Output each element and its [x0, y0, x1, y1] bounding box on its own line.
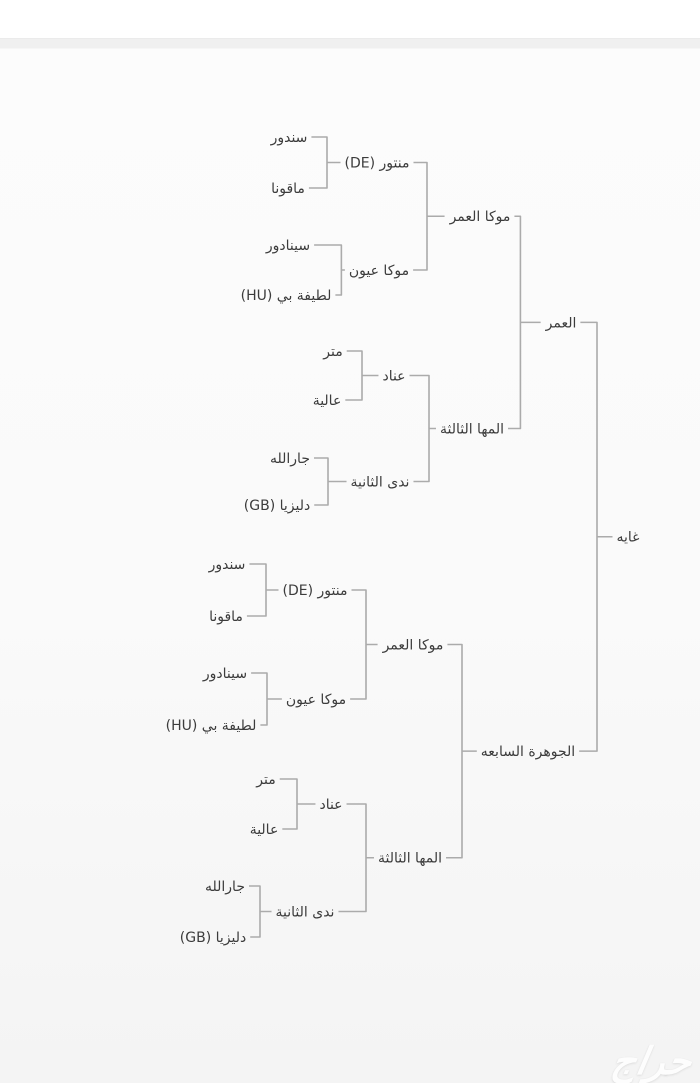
pedigree-node-label: الجوهرة السابعه — [481, 744, 575, 760]
pedigree-connector — [350, 589, 378, 700]
pedigree-connector — [446, 643, 477, 859]
pedigree-node-label: ندى الثانية — [351, 474, 410, 490]
pedigree-node-label: موكا العمر — [382, 637, 444, 653]
pedigree-node-label: المها الثالثة — [440, 421, 504, 437]
pedigree-node-label: سينادور — [265, 238, 310, 254]
pedigree-node-label: متر — [255, 772, 275, 788]
pedigree-connector — [345, 350, 379, 401]
pedigree-connector — [251, 672, 282, 726]
pedigree-node-label: ماقونا — [271, 181, 305, 197]
pedigree-node-label: جارالله — [205, 879, 245, 895]
pedigree-node-label: منتور (DE) — [283, 583, 348, 599]
pedigree-connector — [413, 161, 445, 271]
pedigree-node-label: عالية — [250, 822, 279, 838]
pedigree-node-label: متر — [322, 344, 342, 360]
haraj-watermark: حراج — [608, 1039, 696, 1083]
pedigree-node-label: جارالله — [270, 451, 310, 467]
pedigree-node-label: منتور (DE) — [345, 155, 410, 171]
pedigree-node-label: ماقونا — [209, 609, 243, 625]
pedigree-node-label: موكا عيون — [349, 263, 409, 279]
pedigree-connector — [508, 215, 541, 430]
pedigree-node-label: العمر — [545, 315, 577, 331]
pedigree-node-label: المها الثالثة — [378, 851, 442, 867]
pedigree-connector — [579, 321, 613, 752]
pedigree-connector — [313, 457, 347, 506]
pedigree-connector — [279, 778, 316, 830]
pedigree-connector — [248, 885, 272, 938]
pedigree-node-label: لطيفة بي (HU) — [166, 718, 257, 734]
pedigree-node-label: سينادور — [202, 666, 247, 682]
pedigree-connector — [246, 563, 279, 617]
pedigree-connector — [409, 374, 436, 483]
header-divider — [0, 38, 700, 49]
pedigree-connector — [308, 136, 341, 189]
pedigree-node-label: عناد — [319, 797, 342, 813]
pedigree-node-label: دليزيا (GB) — [244, 498, 310, 514]
pedigree-node-label: دليزيا (GB) — [180, 930, 246, 946]
pedigree-node-label: عالية — [313, 393, 342, 409]
pedigree-node-label: غايه — [617, 530, 640, 546]
pedigree-node-label: موكا العمر — [449, 209, 511, 225]
pedigree-node-label: عناد — [382, 368, 405, 384]
pedigree-node-label: سندور — [208, 557, 246, 573]
pedigree-node-label: لطيفة بي (HU) — [241, 288, 332, 304]
pedigree-node-label: سندور — [270, 130, 308, 146]
pedigree-connector — [338, 803, 374, 913]
pedigree-node-label: موكا عيون — [286, 692, 346, 708]
pedigree-connector — [314, 244, 345, 296]
pedigree-node-label: ندى الثانية — [276, 904, 335, 920]
top-white-bar — [0, 0, 700, 38]
